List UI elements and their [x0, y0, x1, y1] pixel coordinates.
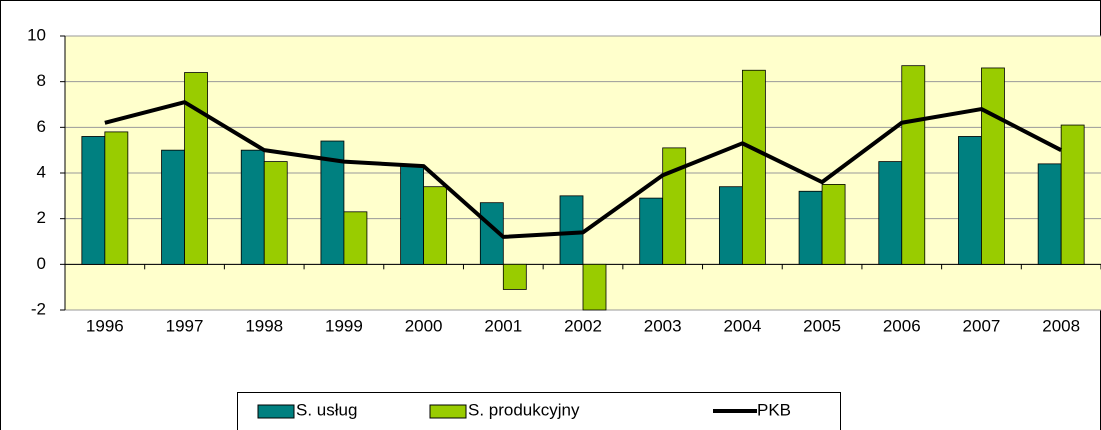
bar — [662, 147, 687, 265]
bar — [639, 197, 664, 265]
y-tick-label: 4 — [37, 162, 46, 181]
y-tick-label: -2 — [31, 299, 46, 318]
bar — [81, 136, 106, 265]
x-tick-label: 1996 — [86, 316, 124, 335]
legend-swatch — [429, 404, 467, 419]
y-tick-label: 6 — [37, 117, 46, 136]
y-tick-label: 2 — [37, 208, 46, 227]
bar — [821, 184, 846, 265]
bar — [741, 69, 766, 265]
bar — [559, 195, 584, 265]
legend-label: PKB — [757, 400, 791, 419]
line — [104, 100, 1063, 239]
bar — [423, 186, 448, 265]
bar — [184, 72, 208, 265]
bar — [981, 67, 1005, 265]
x-tick-label: 2008 — [1042, 316, 1080, 335]
bar — [878, 161, 903, 265]
bar — [320, 140, 345, 265]
bar — [263, 161, 288, 265]
y-tick-label: 0 — [37, 254, 46, 273]
x-tick-label: 1998 — [245, 316, 283, 335]
y-tick-label: 8 — [37, 71, 46, 90]
y-tick-label: 10 — [27, 25, 46, 44]
x-tick-label: 2004 — [723, 316, 761, 335]
bar — [1037, 163, 1062, 265]
x-tick-label: 2006 — [883, 316, 921, 335]
bar — [400, 165, 425, 265]
x-tick-label: 1999 — [325, 316, 363, 335]
legend-label: S. produkcyjny — [468, 400, 580, 419]
bar — [798, 190, 823, 265]
bar — [958, 136, 982, 265]
bar — [901, 65, 926, 265]
legend-label: S. usług — [296, 400, 357, 419]
bar — [582, 263, 607, 311]
bar — [104, 131, 129, 265]
bar — [240, 149, 265, 265]
x-tick-label: 2000 — [405, 316, 443, 335]
bar — [161, 149, 185, 265]
bar — [1060, 124, 1085, 265]
x-tick-label: 1997 — [166, 316, 204, 335]
x-tick-label: 2002 — [564, 316, 602, 335]
bar — [479, 202, 504, 265]
x-tick-label: 2005 — [803, 316, 841, 335]
x-tick-label: 2003 — [644, 316, 682, 335]
bar — [343, 211, 368, 265]
bar — [718, 186, 743, 265]
x-tick-label: 2007 — [963, 316, 1001, 335]
x-tick-label: 2001 — [484, 316, 522, 335]
bar — [502, 263, 527, 290]
legend-swatch — [257, 404, 295, 419]
